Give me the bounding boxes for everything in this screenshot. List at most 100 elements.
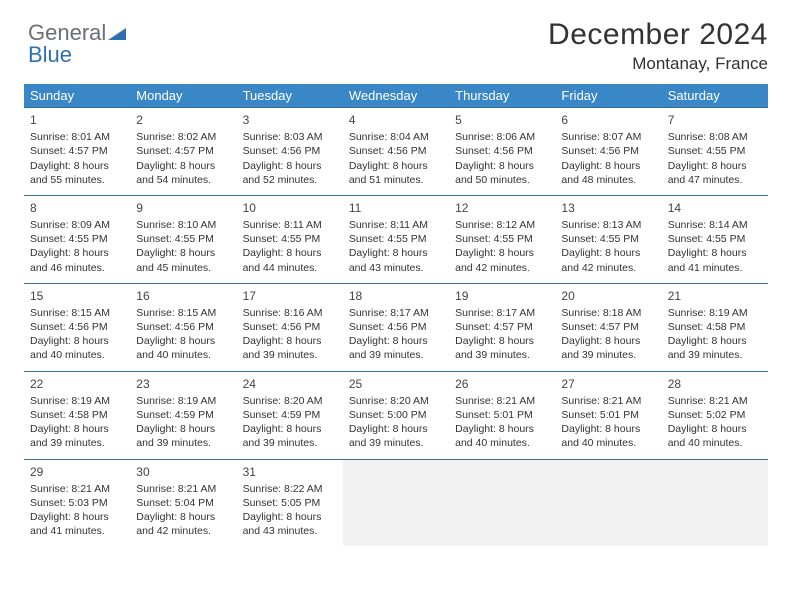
- day-number: 12: [455, 200, 549, 216]
- day-number: 8: [30, 200, 124, 216]
- calendar-day-cell: 27 Sunrise: 8:21 AMSunset: 5:01 PMDayligh…: [555, 371, 661, 459]
- day-details: Sunrise: 8:17 AMSunset: 4:57 PMDaylight:…: [455, 306, 549, 363]
- day-number: 21: [668, 288, 762, 304]
- day-header: Monday: [130, 84, 236, 108]
- day-number: 9: [136, 200, 230, 216]
- calendar-day-cell: 3 Sunrise: 8:03 AMSunset: 4:56 PMDaylight…: [237, 108, 343, 196]
- day-details: Sunrise: 8:21 AMSunset: 5:04 PMDaylight:…: [136, 482, 230, 539]
- day-number: 10: [243, 200, 337, 216]
- day-details: Sunrise: 8:03 AMSunset: 4:56 PMDaylight:…: [243, 130, 337, 187]
- day-details: Sunrise: 8:17 AMSunset: 4:56 PMDaylight:…: [349, 306, 443, 363]
- calendar-day-cell: 12 Sunrise: 8:12 AMSunset: 4:55 PMDayligh…: [449, 195, 555, 283]
- day-number: 17: [243, 288, 337, 304]
- day-header: Saturday: [662, 84, 768, 108]
- day-number: 3: [243, 112, 337, 128]
- day-number: 18: [349, 288, 443, 304]
- day-number: 31: [243, 464, 337, 480]
- logo-text-blue: Blue: [28, 42, 72, 67]
- calendar-day-cell: 18 Sunrise: 8:17 AMSunset: 4:56 PMDayligh…: [343, 283, 449, 371]
- calendar-day-cell: 23Sunrise: 8:19 AMSunset: 4:59 PMDayligh…: [130, 371, 236, 459]
- day-details: Sunrise: 8:20 AMSunset: 5:00 PMDaylight:…: [349, 394, 443, 451]
- day-number: 25: [349, 376, 443, 392]
- calendar-day-cell: 10 Sunrise: 8:11 AMSunset: 4:55 PMDayligh…: [237, 195, 343, 283]
- month-title: December 2024: [24, 18, 768, 52]
- day-details: Sunrise: 8:11 AMSunset: 4:55 PMDaylight:…: [349, 218, 443, 275]
- calendar-day-cell: 6Sunrise: 8:07 AMSunset: 4:56 PMDaylight…: [555, 108, 661, 196]
- day-number: 26: [455, 376, 549, 392]
- day-header: Thursday: [449, 84, 555, 108]
- logo: General Blue: [28, 22, 126, 66]
- calendar-empty-cell: [343, 459, 449, 546]
- calendar-week-row: 1Sunrise: 8:01 AMSunset: 4:57 PMDaylight…: [24, 108, 768, 196]
- calendar-empty-cell: [662, 459, 768, 546]
- calendar-day-cell: 21 Sunrise: 8:19 AMSunset: 4:58 PMDayligh…: [662, 283, 768, 371]
- day-details: Sunrise: 8:21 AMSunset: 5:02 PMDaylight:…: [668, 394, 762, 451]
- day-details: Sunrise: 8:19 AMSunset: 4:58 PMDaylight:…: [30, 394, 124, 451]
- day-details: Sunrise: 8:19 AMSunset: 4:58 PMDaylight:…: [668, 306, 762, 363]
- day-number: 22: [30, 376, 124, 392]
- day-details: Sunrise: 8:04 AMSunset: 4:56 PMDaylight:…: [349, 130, 443, 187]
- day-details: Sunrise: 8:14 AMSunset: 4:55 PMDaylight:…: [668, 218, 762, 275]
- day-number: 14: [668, 200, 762, 216]
- calendar-day-cell: 28 Sunrise: 8:21 AMSunset: 5:02 PMDayligh…: [662, 371, 768, 459]
- calendar-day-cell: 8 Sunrise: 8:09 AMSunset: 4:55 PMDaylight…: [24, 195, 130, 283]
- day-details: Sunrise: 8:13 AMSunset: 4:55 PMDaylight:…: [561, 218, 655, 275]
- day-number: 4: [349, 112, 443, 128]
- day-details: Sunrise: 8:09 AMSunset: 4:55 PMDaylight:…: [30, 218, 124, 275]
- day-details: Sunrise: 8:02 AMSunset: 4:57 PMDaylight:…: [136, 130, 230, 187]
- day-details: Sunrise: 8:18 AMSunset: 4:57 PMDaylight:…: [561, 306, 655, 363]
- day-details: Sunrise: 8:06 AMSunset: 4:56 PMDaylight:…: [455, 130, 549, 187]
- day-details: Sunrise: 8:07 AMSunset: 4:56 PMDaylight:…: [561, 130, 655, 187]
- day-header: Wednesday: [343, 84, 449, 108]
- day-number: 15: [30, 288, 124, 304]
- calendar-day-cell: 2 Sunrise: 8:02 AMSunset: 4:57 PMDaylight…: [130, 108, 236, 196]
- calendar-week-row: 15 Sunrise: 8:15 AMSunset: 4:56 PMDayligh…: [24, 283, 768, 371]
- day-details: Sunrise: 8:08 AMSunset: 4:55 PMDaylight:…: [668, 130, 762, 187]
- logo-triangle-icon: [108, 22, 126, 44]
- calendar-day-cell: 30 Sunrise: 8:21 AMSunset: 5:04 PMDayligh…: [130, 459, 236, 546]
- calendar-empty-cell: [555, 459, 661, 546]
- day-number: 16: [136, 288, 230, 304]
- calendar-day-cell: 15 Sunrise: 8:15 AMSunset: 4:56 PMDayligh…: [24, 283, 130, 371]
- header: December 2024 Montanay, France: [24, 18, 768, 74]
- day-number: 29: [30, 464, 124, 480]
- day-details: Sunrise: 8:10 AMSunset: 4:55 PMDaylight:…: [136, 218, 230, 275]
- calendar-week-row: 29Sunrise: 8:21 AMSunset: 5:03 PMDayligh…: [24, 459, 768, 546]
- day-header: Tuesday: [237, 84, 343, 108]
- day-details: Sunrise: 8:15 AMSunset: 4:56 PMDaylight:…: [30, 306, 124, 363]
- calendar-day-cell: 13Sunrise: 8:13 AMSunset: 4:55 PMDayligh…: [555, 195, 661, 283]
- day-number: 20: [561, 288, 655, 304]
- day-details: Sunrise: 8:22 AMSunset: 5:05 PMDaylight:…: [243, 482, 337, 539]
- day-number: 7: [668, 112, 762, 128]
- day-number: 2: [136, 112, 230, 128]
- day-details: Sunrise: 8:20 AMSunset: 4:59 PMDaylight:…: [243, 394, 337, 451]
- day-number: 30: [136, 464, 230, 480]
- calendar-day-cell: 24 Sunrise: 8:20 AMSunset: 4:59 PMDayligh…: [237, 371, 343, 459]
- day-number: 19: [455, 288, 549, 304]
- day-details: Sunrise: 8:12 AMSunset: 4:55 PMDaylight:…: [455, 218, 549, 275]
- location-label: Montanay, France: [24, 54, 768, 74]
- calendar-day-cell: 22 Sunrise: 8:19 AMSunset: 4:58 PMDayligh…: [24, 371, 130, 459]
- calendar-day-cell: 31 Sunrise: 8:22 AMSunset: 5:05 PMDayligh…: [237, 459, 343, 546]
- calendar-day-cell: 1Sunrise: 8:01 AMSunset: 4:57 PMDaylight…: [24, 108, 130, 196]
- day-details: Sunrise: 8:21 AMSunset: 5:01 PMDaylight:…: [561, 394, 655, 451]
- day-number: 27: [561, 376, 655, 392]
- calendar-day-cell: 26Sunrise: 8:21 AMSunset: 5:01 PMDayligh…: [449, 371, 555, 459]
- calendar-week-row: 8 Sunrise: 8:09 AMSunset: 4:55 PMDaylight…: [24, 195, 768, 283]
- day-details: Sunrise: 8:11 AMSunset: 4:55 PMDaylight:…: [243, 218, 337, 275]
- day-number: 24: [243, 376, 337, 392]
- calendar-day-cell: 7 Sunrise: 8:08 AMSunset: 4:55 PMDaylight…: [662, 108, 768, 196]
- day-details: Sunrise: 8:16 AMSunset: 4:56 PMDaylight:…: [243, 306, 337, 363]
- calendar-day-cell: 9 Sunrise: 8:10 AMSunset: 4:55 PMDaylight…: [130, 195, 236, 283]
- calendar-day-cell: 14 Sunrise: 8:14 AMSunset: 4:55 PMDayligh…: [662, 195, 768, 283]
- day-header-row: SundayMondayTuesdayWednesdayThursdayFrid…: [24, 84, 768, 108]
- calendar-day-cell: 29Sunrise: 8:21 AMSunset: 5:03 PMDayligh…: [24, 459, 130, 546]
- day-number: 28: [668, 376, 762, 392]
- day-number: 11: [349, 200, 443, 216]
- day-details: Sunrise: 8:19 AMSunset: 4:59 PMDaylight:…: [136, 394, 230, 451]
- day-details: Sunrise: 8:01 AMSunset: 4:57 PMDaylight:…: [30, 130, 124, 187]
- calendar-day-cell: 25 Sunrise: 8:20 AMSunset: 5:00 PMDayligh…: [343, 371, 449, 459]
- calendar-week-row: 22 Sunrise: 8:19 AMSunset: 4:58 PMDayligh…: [24, 371, 768, 459]
- calendar-day-cell: 4 Sunrise: 8:04 AMSunset: 4:56 PMDaylight…: [343, 108, 449, 196]
- calendar-day-cell: 20 Sunrise: 8:18 AMSunset: 4:57 PMDayligh…: [555, 283, 661, 371]
